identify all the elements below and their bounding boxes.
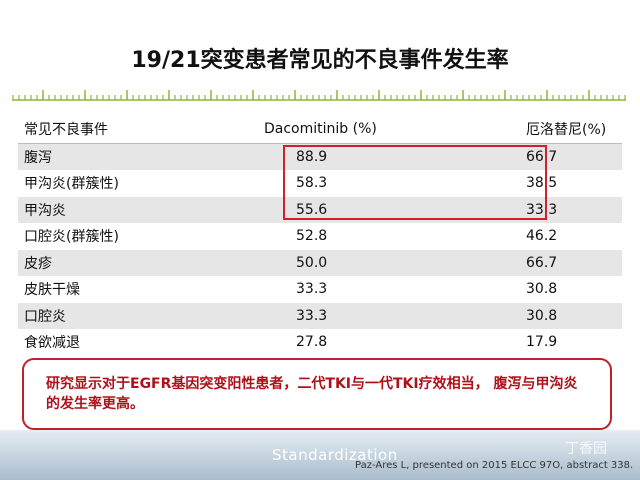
table-cell: 皮肤干燥	[24, 282, 80, 299]
table-cell: 33.3	[254, 302, 496, 329]
table-cell: 30.8	[526, 281, 558, 298]
footer-band	[0, 430, 640, 480]
table: 常见不良事件 Dacomitinib (%) 厄洛替尼(%) 腹泻 88.9 66.7 甲…	[18, 116, 622, 356]
table-cell: 口腔炎	[18, 302, 254, 329]
table-row: 口腔炎(群簇性) 52.8 46.2	[18, 223, 622, 250]
table-cell: 52.8	[296, 228, 328, 245]
table-row: 口腔炎 33.3 30.8	[18, 302, 622, 329]
watermark: 丁香园	[565, 441, 607, 457]
logo: Standardization	[272, 446, 398, 464]
table-row: 甲沟炎(群簇性) 58.3 38.5	[18, 170, 622, 197]
citation: Paz-Ares L, presented on 2015 ELCC 97O, …	[355, 460, 634, 471]
table-cell: 甲沟炎(群簇性)	[24, 176, 119, 193]
table-row: 腹泻 88.9 66.7	[18, 143, 622, 170]
table-cell: 46.2	[526, 228, 558, 245]
table-row: 皮肤干燥 33.3 30.8	[18, 276, 622, 303]
table-cell: 腹泻	[18, 143, 254, 170]
table-cell: 66.7	[496, 143, 622, 170]
header-cell: 常见不良事件	[18, 116, 254, 144]
header-row: 常见不良事件 Dacomitinib (%) 厄洛替尼(%)	[18, 116, 622, 144]
table-cell: 88.9	[254, 143, 496, 170]
ruler	[12, 88, 626, 104]
table-cell: 58.3	[296, 175, 328, 192]
header-cell: Dacomitinib (%)	[254, 116, 496, 144]
table-cell: 33.3	[296, 281, 328, 298]
title: 19/21突变患者常见的不良事件发生率	[131, 48, 509, 73]
table-cell: 食欲减退	[24, 335, 80, 352]
callout: 研究显示对于EGFR基因突变阳性患者，二代TKI与一代TKI疗效相当， 腹泻与甲…	[22, 358, 612, 430]
table-row: 食欲减退 27.8 17.9	[18, 329, 622, 356]
table-cell: 皮疹	[18, 249, 254, 276]
table-cell: 30.8	[496, 302, 622, 329]
table-row: 皮疹 50.0 66.7	[18, 249, 622, 276]
header-cell: 厄洛替尼(%)	[496, 116, 622, 144]
table-cell: 17.9	[526, 334, 558, 351]
table-cell: 66.7	[496, 249, 622, 276]
table-cell: 27.8	[296, 334, 328, 351]
table-cell: 50.0	[254, 249, 496, 276]
table-cell: 口腔炎(群簇性)	[24, 229, 119, 246]
highlight-box	[283, 145, 547, 220]
table-cell: 38.5	[526, 175, 558, 192]
table-cell: 甲沟炎	[18, 196, 254, 223]
